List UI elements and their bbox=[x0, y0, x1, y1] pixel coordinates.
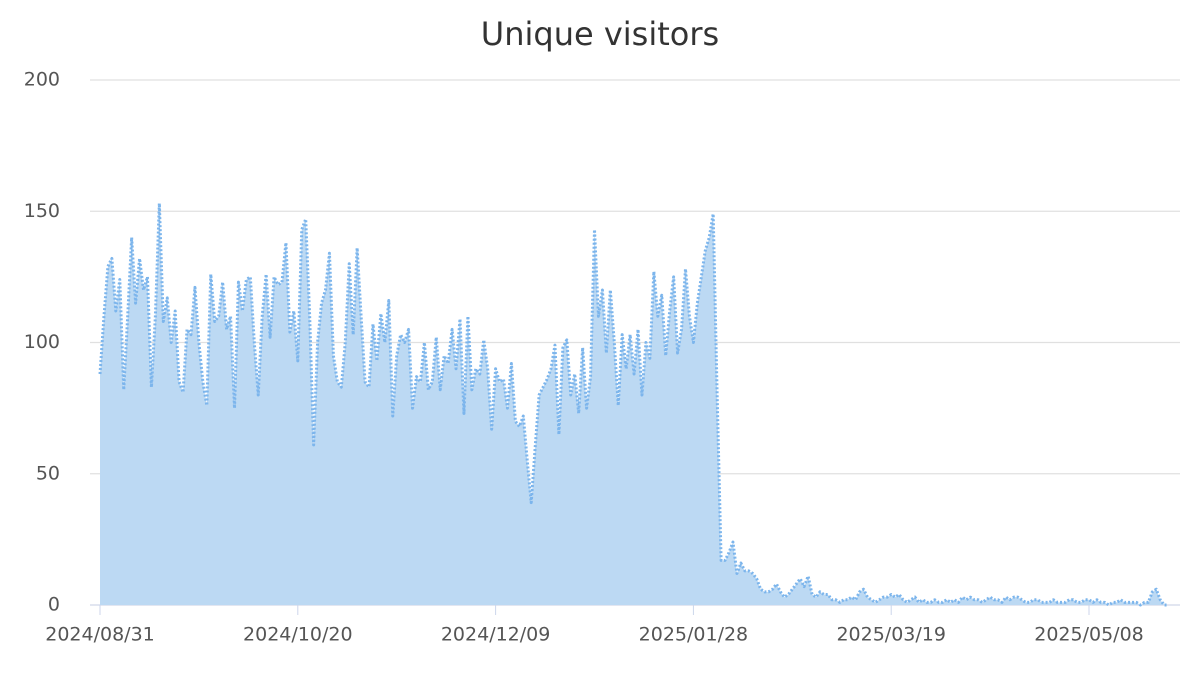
x-tick-label: 2025/03/19 bbox=[836, 624, 946, 646]
area-fill bbox=[100, 203, 1169, 605]
area-line bbox=[98, 201, 1169, 607]
x-tick-label: 2024/10/20 bbox=[243, 624, 353, 646]
y-tick-label: 150 bbox=[24, 200, 60, 222]
x-tick-label: 2025/05/08 bbox=[1034, 624, 1144, 646]
y-tick-label: 100 bbox=[24, 331, 60, 353]
chart-title: Unique visitors bbox=[481, 15, 719, 53]
y-tick-label: 50 bbox=[36, 462, 60, 484]
x-tick-label: 2024/12/09 bbox=[441, 624, 551, 646]
x-tick-label: 2025/01/28 bbox=[639, 624, 749, 646]
y-tick-label: 0 bbox=[48, 594, 60, 616]
x-tick-label: 2024/08/31 bbox=[45, 624, 155, 646]
y-tick-label: 200 bbox=[24, 69, 60, 91]
